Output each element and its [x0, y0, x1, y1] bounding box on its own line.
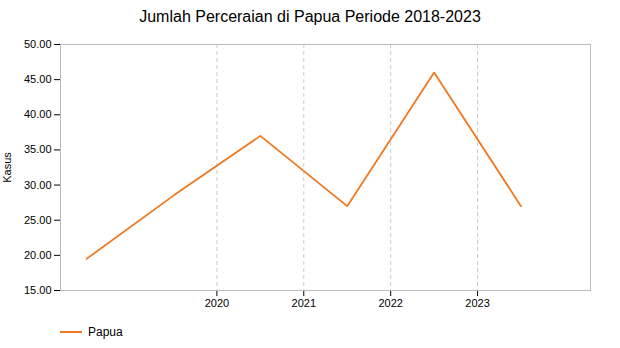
svg-text:45.00: 45.00 [24, 73, 52, 85]
html-text:Jumlah Perceraian di Papua Per: Jumlah Perceraian di Papua Periode 2018-… [139, 8, 481, 25]
svg-text:50.00: 50.00 [24, 38, 52, 50]
svg-text:20.00: 20.00 [24, 249, 52, 261]
svg-text:40.00: 40.00 [24, 108, 52, 120]
svg-text:Kasus: Kasus [1, 152, 13, 183]
html-text:Papua: Papua [88, 325, 123, 339]
svg-text:2021: 2021 [292, 297, 316, 309]
svg-text:30.00: 30.00 [24, 179, 52, 191]
svg-text:15.00: 15.00 [24, 284, 52, 296]
svg-text:35.00: 35.00 [24, 143, 52, 155]
svg-text:2023: 2023 [465, 297, 489, 309]
svg-text:2022: 2022 [378, 297, 402, 309]
svg-text:25.00: 25.00 [24, 214, 52, 226]
svg-text:2020: 2020 [205, 297, 229, 309]
